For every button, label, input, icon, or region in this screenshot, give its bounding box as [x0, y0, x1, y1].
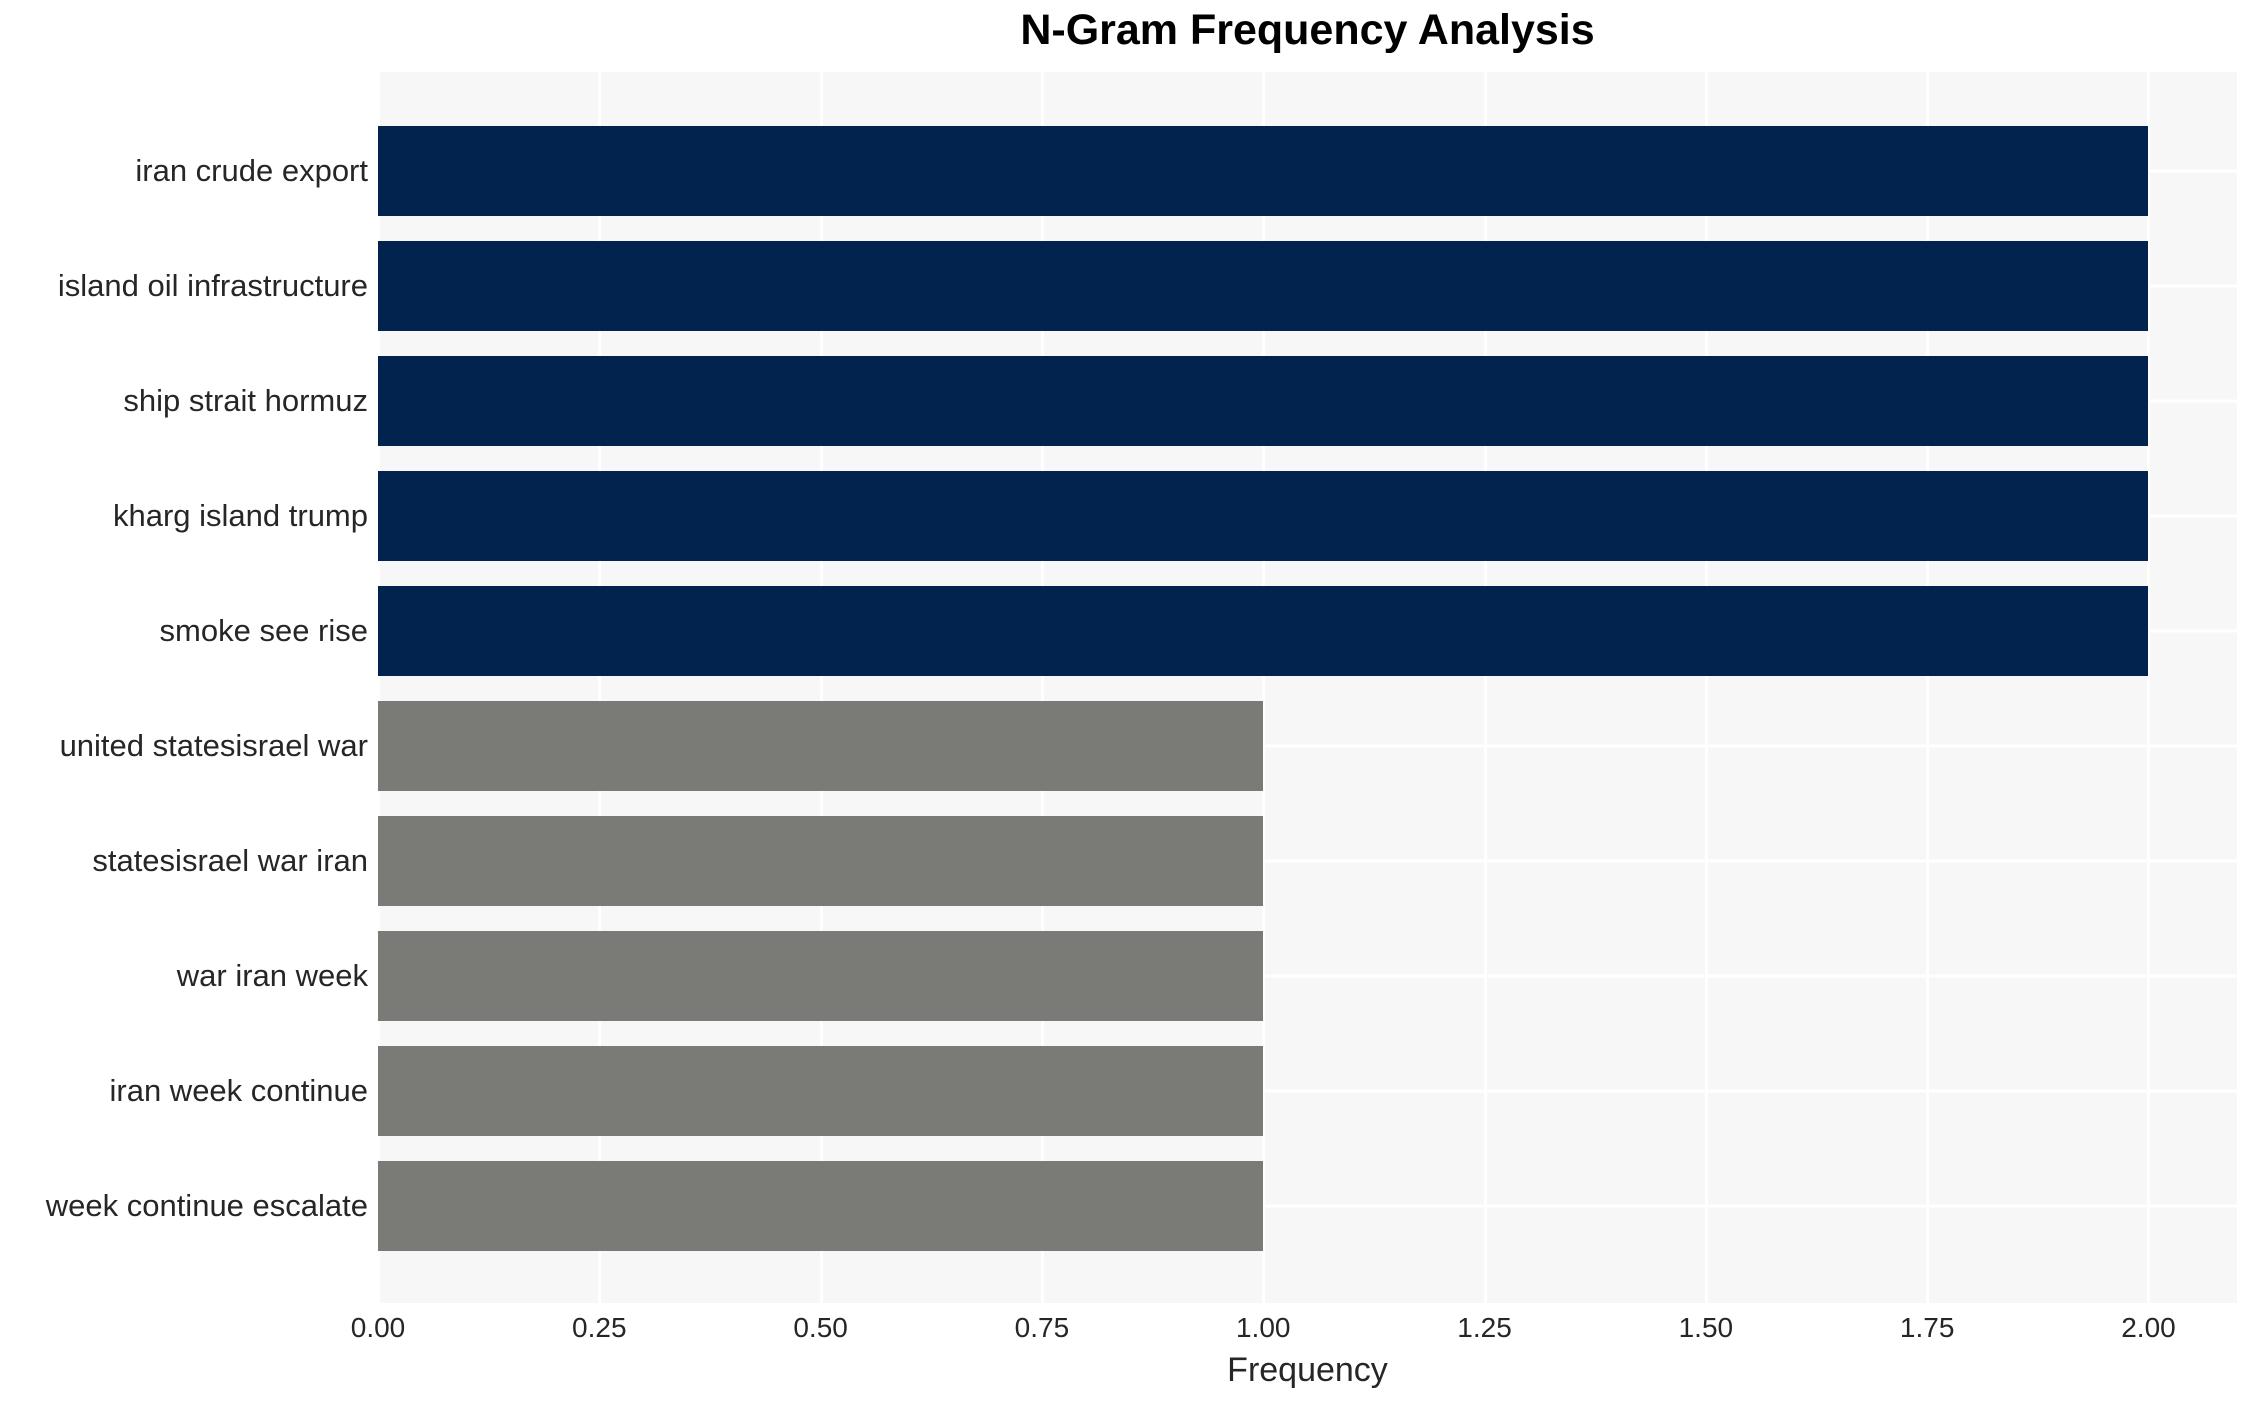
y-tick-label: ship strait hormuz	[123, 383, 368, 418]
bar-smoke-see-rise	[378, 586, 2149, 676]
x-tick-label: 0.50	[793, 1312, 848, 1343]
horizontal-gridline	[378, 744, 2237, 748]
plot-area	[377, 72, 2237, 1303]
chart-title: N-Gram Frequency Analysis	[1020, 6, 1595, 54]
y-tick-label: kharg island trump	[112, 498, 368, 533]
y-axis-labels: iran crude export island oil infrastructu…	[0, 0, 368, 1402]
vertical-gridline	[377, 72, 380, 1303]
bar-week-continue-escalate	[378, 1161, 1264, 1251]
bar-iran-week-continue	[378, 1046, 1264, 1136]
y-tick-label: iran crude export	[135, 153, 368, 188]
horizontal-gridline	[378, 974, 2237, 978]
y-tick-label: statesisrael war iran	[92, 843, 368, 878]
bar-kharg-island-trump	[378, 471, 2149, 561]
x-tick-label: 1.50	[1678, 1312, 1734, 1343]
horizontal-gridline	[378, 1089, 2237, 1093]
vertical-gridline	[1926, 72, 1930, 1303]
vertical-gridline	[819, 72, 823, 1303]
bar-ship-strait-hormuz	[378, 356, 2149, 446]
x-tick-label: 1.00	[1235, 1312, 1291, 1343]
horizontal-gridline	[378, 1204, 2237, 1208]
x-tick-label: 1.75	[1899, 1312, 1955, 1343]
y-tick-label: week continue escalate	[45, 1188, 368, 1223]
x-tick-label: 1.25	[1457, 1312, 1512, 1343]
horizontal-gridline	[378, 859, 2237, 863]
vertical-gridline	[1262, 72, 1266, 1303]
x-axis-title: Frequency	[1227, 1351, 1388, 1389]
x-tick-label: 0.25	[572, 1312, 627, 1343]
bar-iran-crude-export	[378, 126, 2149, 216]
y-tick-label: war iran week	[176, 958, 368, 993]
bar-war-iran-week	[378, 931, 1264, 1021]
vertical-gridline	[2147, 72, 2151, 1303]
y-tick-label: smoke see rise	[159, 613, 368, 648]
vertical-gridline	[1704, 72, 1708, 1303]
bar-island-oil-infrastructure	[378, 241, 2149, 331]
vertical-gridline	[598, 72, 602, 1303]
y-tick-label: island oil infrastructure	[57, 268, 368, 303]
bar-united-statesisrael-war	[378, 701, 1264, 791]
x-tick-label: 2.00	[2121, 1312, 2176, 1343]
x-tick-label: 0.75	[1014, 1312, 1070, 1343]
bar-statesisrael-war-iran	[378, 816, 1264, 906]
y-tick-label: united statesisrael war	[59, 728, 368, 763]
vertical-gridline	[1040, 72, 1044, 1303]
vertical-gridline	[1483, 72, 1487, 1303]
y-tick-label: iran week continue	[109, 1073, 369, 1108]
